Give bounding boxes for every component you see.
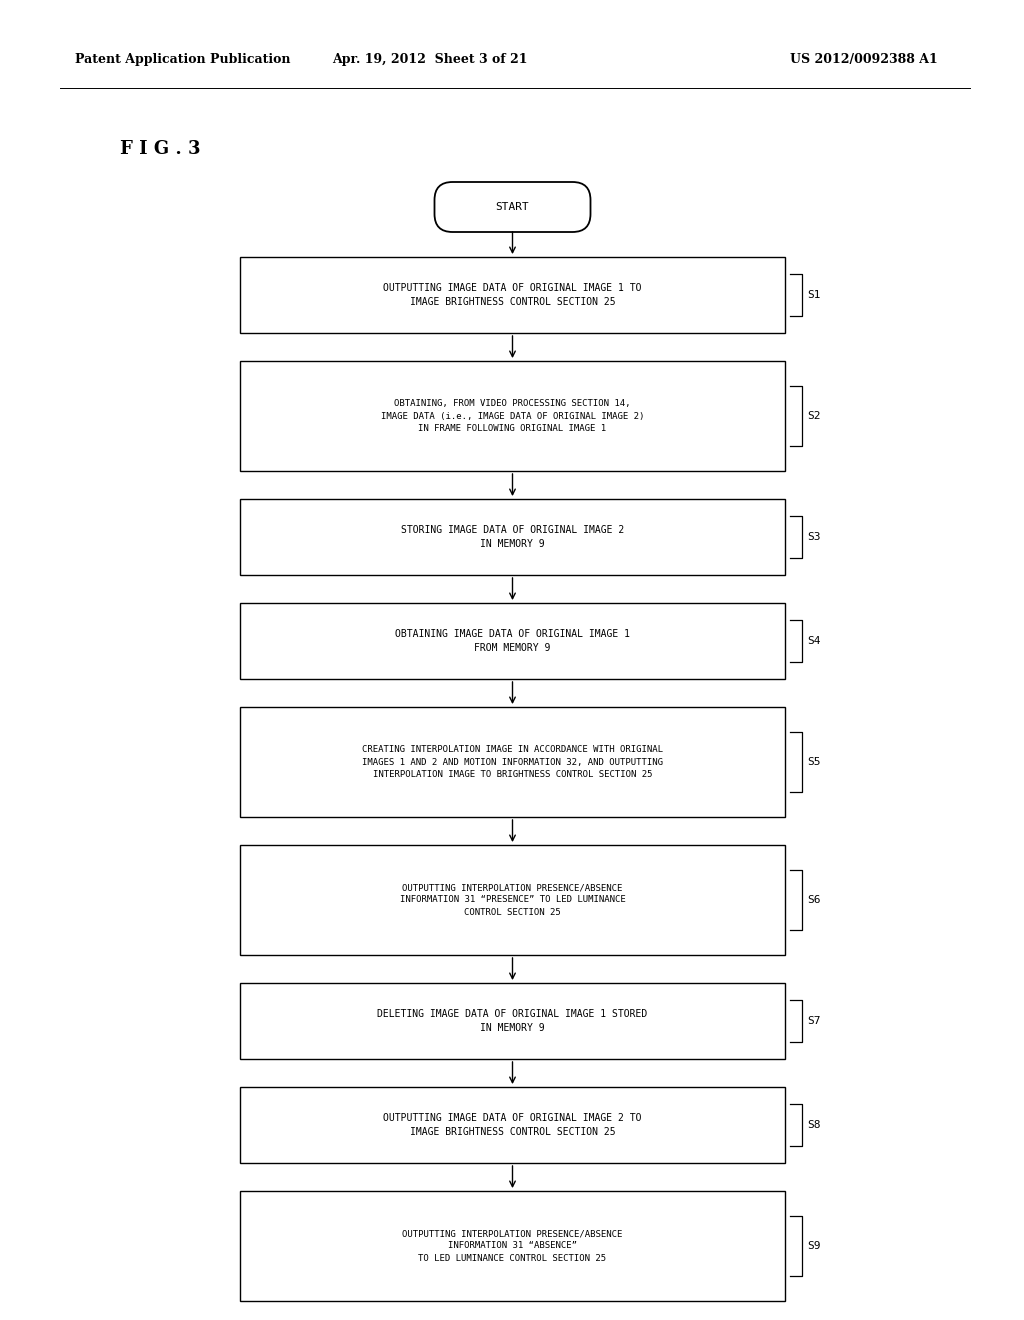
Text: Patent Application Publication: Patent Application Publication <box>75 54 291 66</box>
Bar <box>240 708 785 817</box>
Text: Apr. 19, 2012  Sheet 3 of 21: Apr. 19, 2012 Sheet 3 of 21 <box>332 54 527 66</box>
Text: S4: S4 <box>807 636 820 645</box>
Text: S8: S8 <box>807 1119 820 1130</box>
Text: S1: S1 <box>807 290 820 300</box>
Text: OUTPUTTING INTERPOLATION PRESENCE/ABSENCE
INFORMATION 31 “ABSENCE”
TO LED LUMINA: OUTPUTTING INTERPOLATION PRESENCE/ABSENC… <box>402 1229 623 1263</box>
Text: START: START <box>496 202 529 213</box>
Bar <box>240 360 785 471</box>
Text: DELETING IMAGE DATA OF ORIGINAL IMAGE 1 STORED
IN MEMORY 9: DELETING IMAGE DATA OF ORIGINAL IMAGE 1 … <box>378 1010 647 1032</box>
Text: S7: S7 <box>807 1016 820 1026</box>
Text: CREATING INTERPOLATION IMAGE IN ACCORDANCE WITH ORIGINAL
IMAGES 1 AND 2 AND MOTI: CREATING INTERPOLATION IMAGE IN ACCORDAN… <box>362 746 663 779</box>
Text: S6: S6 <box>807 895 820 906</box>
Bar <box>240 983 785 1059</box>
Text: OUTPUTTING IMAGE DATA OF ORIGINAL IMAGE 1 TO
IMAGE BRIGHTNESS CONTROL SECTION 25: OUTPUTTING IMAGE DATA OF ORIGINAL IMAGE … <box>383 284 642 306</box>
Text: STORING IMAGE DATA OF ORIGINAL IMAGE 2
IN MEMORY 9: STORING IMAGE DATA OF ORIGINAL IMAGE 2 I… <box>400 525 624 549</box>
Text: S5: S5 <box>807 756 820 767</box>
Text: OBTAINING IMAGE DATA OF ORIGINAL IMAGE 1
FROM MEMORY 9: OBTAINING IMAGE DATA OF ORIGINAL IMAGE 1… <box>395 630 630 653</box>
Text: S3: S3 <box>807 532 820 543</box>
Bar <box>240 603 785 678</box>
Text: OUTPUTTING INTERPOLATION PRESENCE/ABSENCE
INFORMATION 31 “PRESENCE” TO LED LUMIN: OUTPUTTING INTERPOLATION PRESENCE/ABSENC… <box>399 883 626 916</box>
Bar <box>240 1191 785 1302</box>
Text: OUTPUTTING IMAGE DATA OF ORIGINAL IMAGE 2 TO
IMAGE BRIGHTNESS CONTROL SECTION 25: OUTPUTTING IMAGE DATA OF ORIGINAL IMAGE … <box>383 1113 642 1137</box>
Text: US 2012/0092388 A1: US 2012/0092388 A1 <box>790 54 938 66</box>
Bar <box>240 257 785 333</box>
Bar <box>240 499 785 576</box>
Text: S9: S9 <box>807 1241 820 1251</box>
FancyBboxPatch shape <box>434 182 591 232</box>
Text: F I G . 3: F I G . 3 <box>120 140 201 158</box>
Text: OBTAINING, FROM VIDEO PROCESSING SECTION 14,
IMAGE DATA (i.e., IMAGE DATA OF ORI: OBTAINING, FROM VIDEO PROCESSING SECTION… <box>381 400 644 433</box>
Bar <box>240 845 785 954</box>
Bar <box>240 1086 785 1163</box>
Text: S2: S2 <box>807 411 820 421</box>
